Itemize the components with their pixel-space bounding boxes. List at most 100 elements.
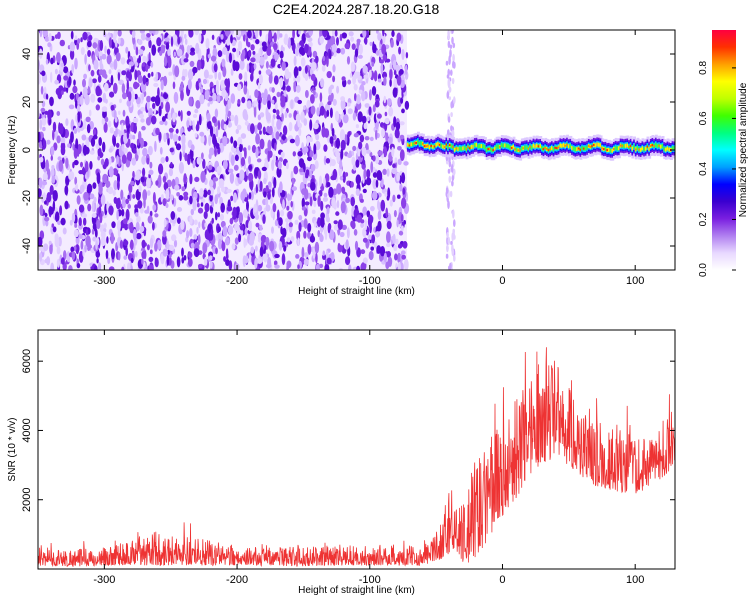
heatmap-cell (335, 211, 339, 216)
heatmap-cell (356, 174, 361, 184)
heatmap-cell (96, 251, 101, 258)
heatmap-cell (188, 258, 193, 267)
heatmap-cell (358, 111, 363, 122)
heatmap-cell (404, 259, 409, 271)
x-tick-label: -200 (226, 275, 248, 287)
heatmap-cell (332, 128, 335, 137)
heatmap-cell (282, 253, 286, 265)
heatmap-cell (299, 168, 304, 172)
heatmap-cell (334, 220, 338, 224)
heatmap-cell (255, 125, 258, 135)
heatmap-cell (138, 49, 144, 54)
heatmap-cell (402, 188, 405, 195)
heatmap-cell (218, 50, 222, 57)
heatmap-cell (173, 134, 179, 142)
heatmap-cell (315, 56, 319, 64)
heatmap-cell (190, 48, 195, 53)
heatmap-cell (166, 42, 170, 49)
heatmap-cell (350, 73, 352, 78)
heatmap-cell (70, 42, 75, 52)
heatmap-cell (113, 83, 118, 94)
heatmap-cell (180, 90, 184, 101)
heatmap-cell (138, 185, 141, 192)
heatmap-cell (298, 222, 301, 232)
heatmap-cell (149, 162, 152, 169)
heatmap-cell (255, 246, 258, 252)
heatmap-cell (183, 195, 188, 200)
heatmap-cell (236, 48, 239, 58)
heatmap-cell (452, 78, 455, 84)
heatmap-cell (323, 177, 326, 187)
heatmap-cell (118, 30, 122, 37)
heatmap-cell (194, 248, 200, 257)
heatmap-cell (364, 219, 367, 230)
heatmap-cell (182, 76, 186, 81)
heatmap-cell (292, 186, 297, 191)
heatmap-cell (197, 157, 202, 165)
heatmap-cell (92, 213, 97, 218)
heatmap-cell (122, 92, 127, 99)
heatmap-cell (376, 50, 380, 56)
heatmap-cell (351, 61, 355, 72)
heatmap-cell (261, 93, 265, 99)
heatmap-cell (134, 204, 138, 209)
heatmap-cell (51, 146, 55, 156)
heatmap-cell (211, 201, 214, 208)
heatmap-cell (447, 200, 450, 209)
heatmap-cell (115, 117, 118, 123)
x-axis-label: Height of straight line (km) (298, 585, 415, 596)
heatmap-cell (287, 211, 293, 220)
heatmap-cell (185, 39, 188, 45)
heatmap-cell (244, 72, 247, 82)
heatmap-cell (192, 67, 197, 74)
heatmap-cell (49, 241, 52, 245)
heatmap-cell (108, 205, 113, 215)
heatmap-cell (386, 231, 391, 243)
heatmap-cell (234, 115, 238, 126)
heatmap-cell (127, 131, 129, 139)
heatmap-cell (127, 152, 132, 161)
heatmap-cell (136, 46, 139, 55)
heatmap-cell (401, 197, 406, 208)
heatmap-cell (381, 44, 386, 55)
heatmap-cell (211, 56, 216, 62)
heatmap-cell (148, 146, 153, 156)
heatmap-cell (315, 253, 318, 263)
heatmap-cell (319, 176, 322, 187)
colorbar-tick-label: 0.0 (698, 263, 709, 277)
heatmap-cell (170, 194, 173, 200)
heatmap-cell (266, 112, 271, 122)
heatmap-cell (401, 225, 404, 231)
heatmap-cell (179, 162, 184, 174)
heatmap-cell (137, 216, 141, 223)
heatmap-cell (266, 47, 271, 56)
heatmap-cell (140, 118, 144, 122)
heatmap-cell (379, 172, 382, 181)
heatmap-cell (448, 169, 451, 174)
heatmap-cell (177, 49, 183, 57)
heatmap-cell (48, 33, 51, 42)
heatmap-cell (259, 130, 262, 135)
heatmap-cell (141, 258, 144, 264)
heatmap-cell (171, 211, 176, 220)
heatmap-cell (148, 264, 153, 272)
heatmap-cell (42, 181, 47, 186)
heatmap-cell (61, 218, 66, 226)
heatmap-cell (87, 41, 92, 48)
heatmap-cell (285, 111, 288, 118)
heatmap-cell (347, 56, 350, 65)
heatmap-cell (41, 71, 45, 77)
heatmap-cell (153, 192, 156, 204)
x-tick-label: 100 (626, 574, 644, 586)
heatmap-cell (122, 83, 125, 93)
heatmap-cell (132, 194, 135, 199)
heatmap-cell (366, 169, 370, 178)
heatmap-cell (341, 48, 346, 55)
heatmap-cell (184, 255, 187, 261)
heatmap-cell (111, 75, 114, 86)
heatmap-cell (210, 125, 213, 137)
heatmap-cell (243, 34, 246, 41)
heatmap-cell (180, 110, 182, 122)
heatmap-cell (141, 126, 146, 131)
heatmap-cell (67, 143, 70, 147)
